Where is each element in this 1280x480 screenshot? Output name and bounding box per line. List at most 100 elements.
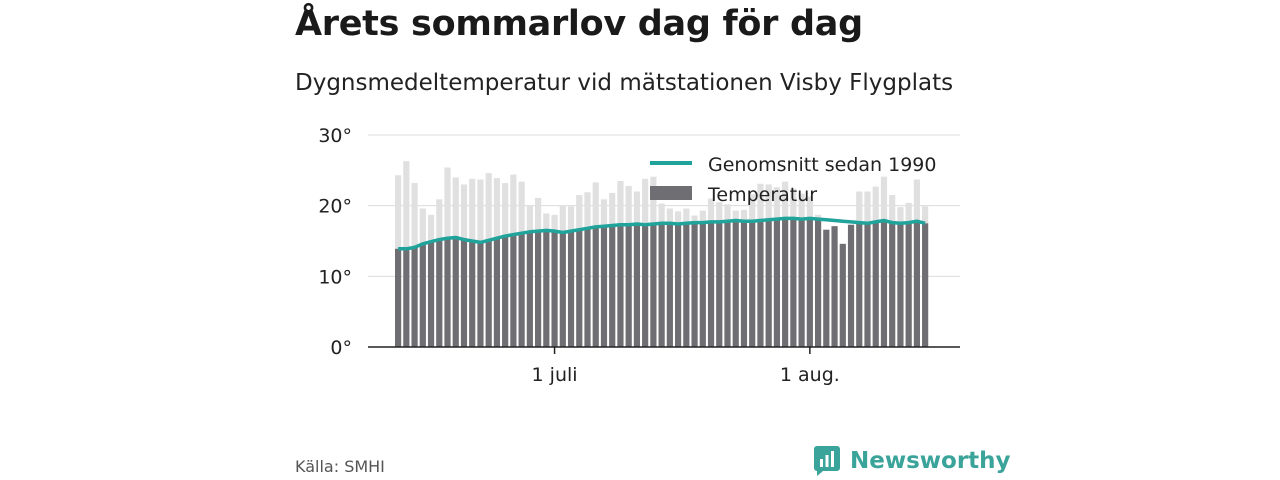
temperature-bar [633, 224, 641, 347]
temperature-bar [880, 220, 888, 347]
temperature-bar-above-average [460, 184, 468, 240]
y-tick-label: 30° [318, 125, 352, 147]
temperature-bar [625, 224, 632, 347]
temperature-bar [460, 239, 468, 347]
temperature-bar-above-average [913, 179, 921, 222]
temperature-bar-above-average [872, 186, 879, 222]
temperature-bar [551, 231, 558, 347]
temperature-bar-above-average [683, 208, 690, 224]
temperature-bar-above-average [814, 214, 822, 220]
temperature-bar [609, 225, 616, 347]
temperature-bar [469, 241, 476, 347]
temperature-bar-above-average [419, 208, 426, 244]
temperature-bar [724, 221, 731, 347]
temperature-bar [790, 218, 797, 347]
temperature-bar-above-average [559, 205, 566, 233]
temperature-bar [897, 223, 904, 347]
temperature-bar-above-average [526, 204, 533, 232]
legend-bar-swatch [650, 186, 692, 200]
temperature-bar-above-average [403, 161, 410, 249]
temperature-bar-above-average [897, 207, 904, 224]
temperature-bar [765, 219, 772, 347]
temperature-bar [444, 238, 451, 347]
temperature-bar-above-average [658, 203, 665, 224]
temperature-bar-above-average [584, 192, 591, 229]
chart-subtitle: Dygnsmedeltemperatur vid mätstationen Vi… [295, 70, 954, 96]
temperature-bar [889, 222, 896, 347]
temperature-bar-above-average [625, 185, 632, 225]
temperature-bar-above-average [749, 194, 756, 222]
temperature-bar [600, 226, 608, 347]
temperature-bar [922, 223, 929, 347]
temperature-bar-above-average [427, 214, 435, 242]
temperature-bar [757, 220, 764, 347]
x-tick-label: 1 juli [532, 364, 578, 386]
average-line [398, 216, 926, 251]
temperature-bar [814, 219, 822, 347]
temperature-bar [559, 232, 566, 347]
temperature-bar [872, 221, 879, 347]
temperature-bar-above-average [436, 199, 443, 240]
temperature-bar-above-average [493, 178, 501, 239]
temperature-bar [518, 233, 525, 347]
temperature-bar-above-average [600, 199, 608, 227]
temperature-bar-above-average [806, 196, 813, 219]
temperature-bar [658, 223, 665, 347]
temperature-bar-above-average [757, 183, 764, 221]
x-tick-label: 1 aug. [780, 364, 840, 386]
temperature-bar-above-average [691, 215, 698, 223]
temperature-bars [395, 161, 929, 347]
temperature-bar [411, 247, 418, 347]
temperature-bar [419, 243, 426, 347]
temperature-bar [823, 229, 830, 347]
temperature-bar-above-average [856, 191, 863, 223]
temperature-bar-above-average [452, 177, 459, 238]
temperature-bar [905, 222, 912, 347]
temperature-bar-above-average [889, 195, 896, 223]
temperature-bar-above-average [633, 191, 641, 225]
temperature-bar-above-average [699, 210, 706, 223]
temperature-bar-above-average [724, 204, 731, 222]
temperature-bar [452, 237, 459, 347]
temperature-bar-above-average [567, 206, 575, 232]
temperature-bar [534, 231, 542, 347]
temperature-bar-above-average [674, 211, 682, 225]
temperature-chart: 0° 10° 20° 30° 1 juli 1 aug. Genomsnitt seda… [318, 125, 960, 386]
x-axis-ticks: 1 juli 1 aug. [532, 347, 840, 386]
temperature-bar [773, 219, 781, 347]
temperature-bar-above-average [592, 182, 599, 227]
temperature-bar-above-average [395, 175, 402, 249]
temperature-bar-above-average [798, 193, 805, 220]
y-tick-label: 10° [318, 266, 352, 288]
temperature-bar-above-average [469, 178, 476, 241]
temperature-bar [913, 221, 921, 347]
temperature-bar [847, 224, 855, 347]
temperature-bar-above-average [740, 209, 748, 222]
temperature-bar-above-average [650, 176, 657, 225]
temperature-bar-above-average [617, 180, 624, 225]
temperature-bar-above-average [411, 183, 418, 248]
y-tick-label: 20° [318, 196, 352, 218]
y-axis-ticks: 0° 10° 20° 30° [318, 125, 352, 359]
temperature-bar [650, 224, 657, 347]
temperature-bar [740, 221, 748, 347]
chart-title: Årets sommarlov dag för dag [295, 4, 863, 44]
average-line-path [398, 216, 926, 251]
temperature-bar-above-average [732, 210, 739, 221]
temperature-bar [839, 243, 846, 347]
temperature-bar [493, 238, 501, 347]
y-tick-label: 0° [330, 337, 352, 359]
temperature-bar-above-average [773, 187, 781, 220]
temperature-bar [592, 226, 599, 347]
temperature-bar [683, 223, 690, 347]
temperature-bar-above-average [543, 213, 550, 231]
temperature-bar [782, 218, 789, 347]
temperature-bar [502, 236, 509, 347]
temperature-bar-above-average [609, 192, 616, 226]
temperature-bar-above-average [782, 181, 789, 219]
temperature-bar-above-average [790, 188, 797, 219]
temperature-bar [510, 234, 517, 347]
temperature-bar [749, 221, 756, 347]
temperature-bar-above-average [502, 183, 509, 237]
legend: Genomsnitt sedan 1990 Temperatur [650, 154, 936, 206]
